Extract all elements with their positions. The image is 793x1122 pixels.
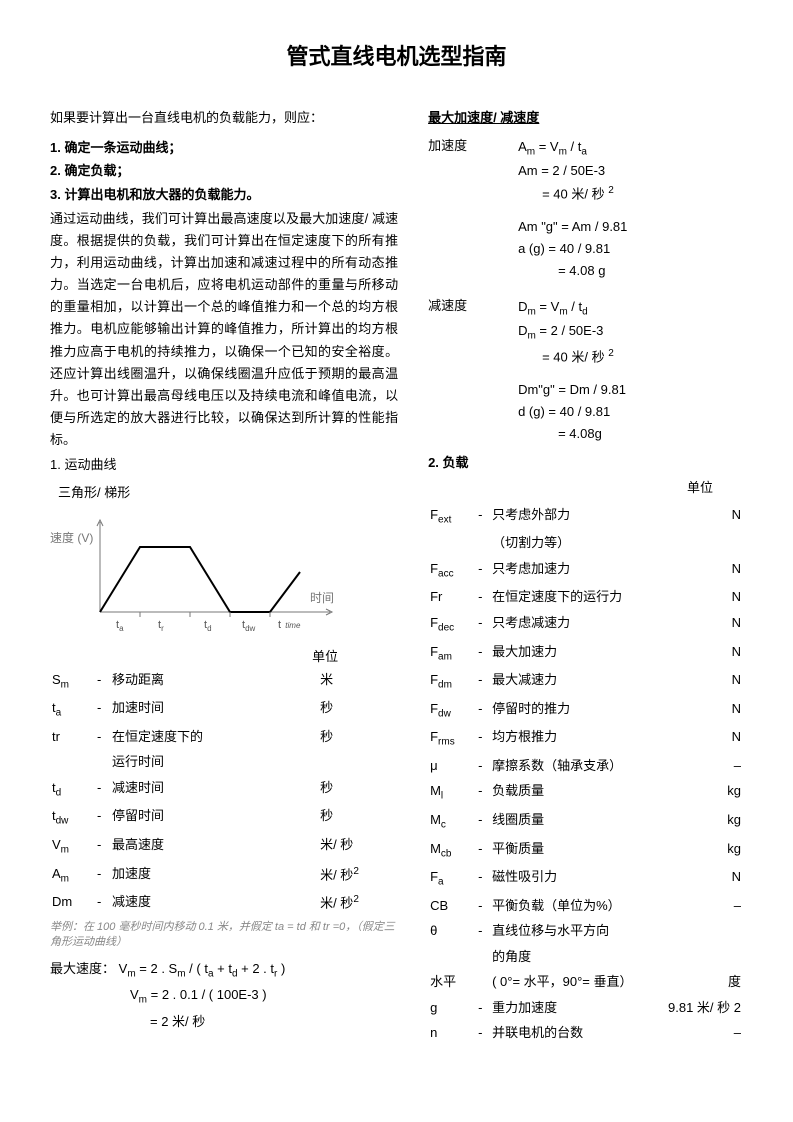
velocity-profile-chart: 速度 (V) 时间 ta tr td tdw t time [50,512,398,642]
svg-text:tdw: tdw [242,619,256,633]
svg-text:时间: 时间 [310,591,334,605]
unit-header-left: 单位 [50,647,398,667]
svg-text:tr: tr [158,619,164,633]
unit-header-right: 单位 [428,478,743,498]
example-note: 举例：在 100 毫秒时间内移动 0.1 米，并假定 ta = td 和 tr … [50,920,398,951]
load-row: θ-直线位移与水平方向 [428,918,743,944]
param-row: Sm-移动距离米 [50,667,398,696]
svg-text:ta: ta [116,619,124,633]
two-column-layout: 如果要计算出一台直线电机的负载能力，则应： 1. 确定一条运动曲线； 2. 确定… [50,108,743,1046]
description-paragraph: 通过运动曲线，我们可计算出最高速度以及最大加速度/ 减速度。根据提供的负载，我们… [50,208,398,451]
param-row: Dm-减速度米/ 秒2 [50,889,398,916]
load-row: Fam-最大加速力N [428,639,743,668]
section-2-title: 2. 负载 [428,453,743,473]
load-row: Fdm-最大减速力N [428,667,743,696]
vmax-equations: 最大速度： Vm = 2 . Sm / ( ta + td + 2 . tr )… [50,957,398,1034]
param-row: Am-加速度米/ 秒2 [50,861,398,890]
svg-text:td: td [204,619,212,633]
param-row: td-减速时间秒 [50,775,398,804]
load-row: Frms-均方根推力N [428,724,743,753]
step-1: 1. 确定一条运动曲线； [50,138,398,158]
load-row-cont: 的角度 [428,944,743,970]
motion-params-table: Sm-移动距离米ta-加速时间秒tr-在恒定速度下的秒运行时间td-减速时间秒t… [50,667,398,916]
svg-text:速度 (V): 速度 (V) [50,530,93,545]
load-row-cont: （切割力等） [428,530,743,556]
load-params-table: Fext-只考虑外部力N（切割力等）Facc-只考虑加速力NFr-在恒定速度下的… [428,502,743,1046]
load-row: Fa-磁性吸引力N [428,864,743,893]
right-column: 最大加速度/ 减速度 加速度 Am = Vm / ta Am = 2 / 50E… [428,108,743,1046]
param-row-cont: 运行时间 [50,749,398,775]
load-row: Fext-只考虑外部力N [428,502,743,531]
left-column: 如果要计算出一台直线电机的负载能力，则应： 1. 确定一条运动曲线； 2. 确定… [50,108,398,1046]
step-3: 3. 计算出电机和放大器的负载能力。 [50,185,398,205]
load-row: Facc-只考虑加速力N [428,556,743,585]
load-row: g-重力加速度9.81 米/ 秒 2 [428,995,743,1021]
load-row: Mc-线圈质量kg [428,807,743,836]
accel-block: 加速度 Am = Vm / ta Am = 2 / 50E-3 = 40 米/ … [428,136,743,282]
load-row: μ-摩擦系数（轴承支承）– [428,753,743,779]
load-row: Fr-在恒定速度下的运行力N [428,584,743,610]
param-row: ta-加速时间秒 [50,695,398,724]
section-1-title: 1. 运动曲线 [50,455,398,475]
load-row: n-并联电机的台数– [428,1020,743,1046]
svg-text:t time: t time [278,619,301,631]
load-row: Ml-负载质量kg [428,778,743,807]
load-row: CB-平衡负载（单位为%）– [428,893,743,919]
intro-text: 如果要计算出一台直线电机的负载能力，则应： [50,108,398,128]
decel-block: 减速度 Dm = Vm / td Dm = 2 / 50E-3 = 40 米/ … [428,296,743,445]
doc-title: 管式直线电机选型指南 [50,40,743,73]
load-row: Fdw-停留时的推力N [428,696,743,725]
load-row: 水平( 0°= 水平，90°= 垂直）度 [428,969,743,995]
param-row: tdw-停留时间秒 [50,803,398,832]
accel-section-title: 最大加速度/ 减速度 [428,108,743,128]
param-row: tr-在恒定速度下的秒 [50,724,398,750]
shape-label: 三角形/ 梯形 [58,483,398,503]
step-2: 2. 确定负载； [50,161,398,181]
load-row: Mcb-平衡质量kg [428,836,743,865]
load-row: Fdec-只考虑减速力N [428,610,743,639]
param-row: Vm-最高速度米/ 秒 [50,832,398,861]
